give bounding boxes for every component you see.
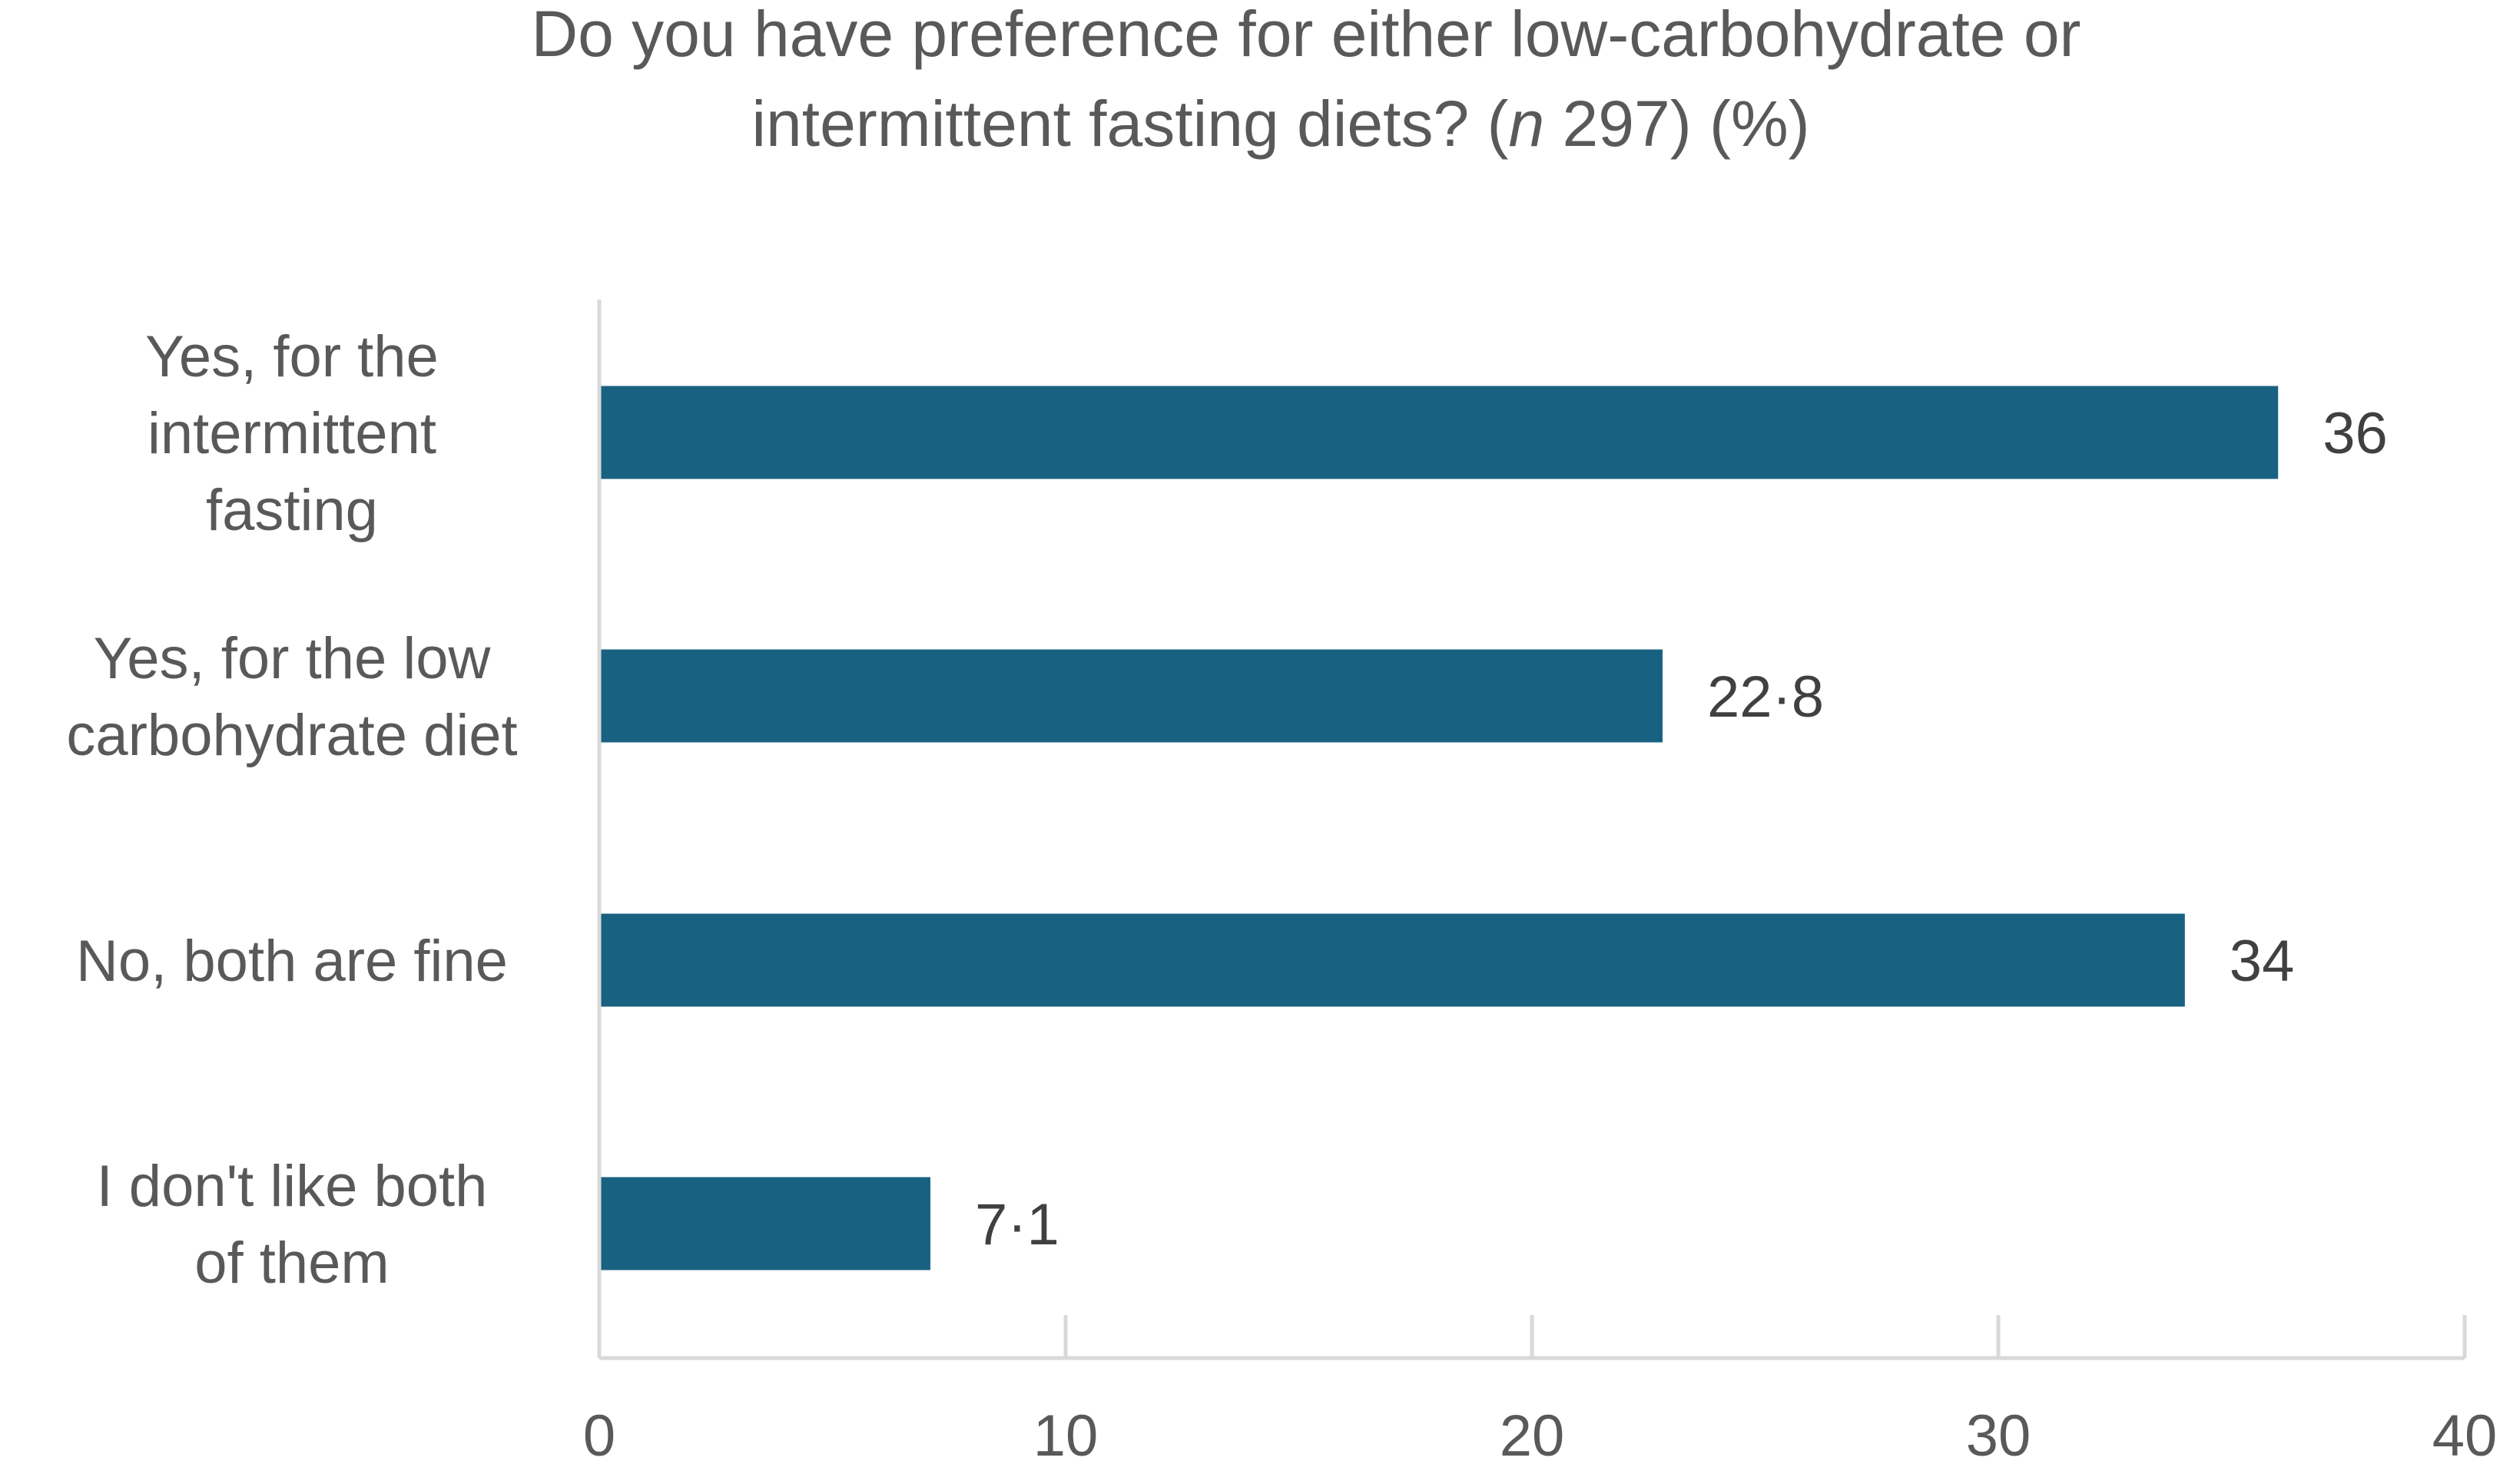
- category-label: Yes, for the intermittent fasting: [145, 324, 439, 543]
- bar: [599, 649, 1663, 743]
- x-tick-label: 40: [2432, 1403, 2498, 1469]
- chart-title-text: intermittent fasting diets? (: [751, 88, 1508, 160]
- category-label-line: I don't like both: [97, 1154, 488, 1219]
- x-tick-label: 10: [1033, 1403, 1099, 1469]
- chart-title-line-1: Do you have preference for either low-ca…: [531, 0, 2081, 70]
- chart-title-group: Do you have preference for either low-ca…: [531, 0, 2081, 160]
- category-label-line: No, both are fine: [76, 929, 508, 994]
- chart-title-line-2: intermittent fasting diets? (n 297) (%): [751, 88, 1809, 160]
- chart-title-tail: 297) (%): [1544, 88, 1809, 160]
- category-label-line: carbohydrate diet: [66, 703, 517, 768]
- data-labels: 36 22·8 34 7·1: [975, 401, 2388, 1257]
- bars: [599, 386, 2279, 1270]
- category-label-line: of them: [194, 1231, 389, 1296]
- x-tick-label: 30: [1966, 1403, 2031, 1469]
- category-label: No, both are fine: [76, 929, 508, 994]
- data-label: 22·8: [1707, 664, 1824, 730]
- data-label: 34: [2230, 929, 2295, 994]
- data-label: 36: [2323, 401, 2388, 466]
- chart-title-italic: n: [1508, 88, 1544, 160]
- x-tick-label: 0: [583, 1403, 615, 1469]
- bar: [599, 386, 2279, 479]
- data-label: 7·1: [975, 1192, 1059, 1257]
- category-label: I don't like both of them: [97, 1154, 488, 1296]
- category-label-line: fasting: [206, 478, 378, 543]
- x-tick-label: 20: [1500, 1403, 1565, 1469]
- bar: [599, 913, 2185, 1007]
- category-label-line: intermittent: [148, 401, 436, 466]
- axes: [597, 300, 2467, 1360]
- category-label-line: Yes, for the: [145, 324, 439, 389]
- x-tick-labels: 0 10 20 30 40: [583, 1403, 2497, 1469]
- category-label: Yes, for the low carbohydrate diet: [66, 626, 517, 768]
- category-label-line: Yes, for the low: [94, 626, 492, 691]
- bar: [599, 1177, 930, 1270]
